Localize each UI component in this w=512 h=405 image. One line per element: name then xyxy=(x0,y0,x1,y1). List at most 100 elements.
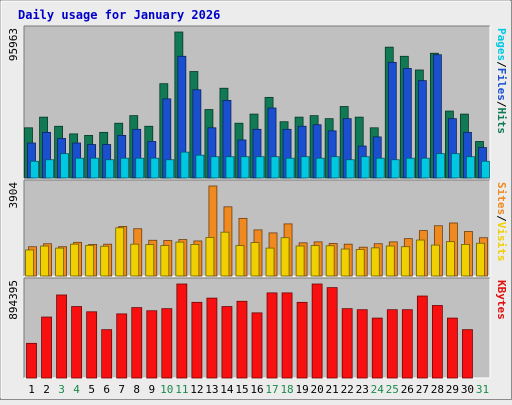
bar-kbytes-kbytes xyxy=(281,292,293,379)
day-label: 17 xyxy=(265,383,278,396)
day-label: 23 xyxy=(356,383,369,396)
bar-hits-pages xyxy=(255,156,265,179)
day-label: 13 xyxy=(205,383,218,396)
day-label: 27 xyxy=(416,383,429,396)
bar-kbytes-kbytes xyxy=(356,309,368,379)
day-label: 5 xyxy=(88,383,95,396)
side-legend-item: / xyxy=(495,61,508,68)
bar-visits-sites xyxy=(370,247,380,277)
bar-kbytes-kbytes xyxy=(341,308,353,379)
side-legend-item: Pages xyxy=(495,28,508,61)
bar-kbytes-kbytes xyxy=(206,297,218,379)
bar-hits-pages xyxy=(105,159,115,179)
bar-visits-sites xyxy=(461,244,470,277)
bar-visits-sites xyxy=(310,245,320,277)
day-label: 7 xyxy=(118,383,125,396)
bar-kbytes-kbytes xyxy=(176,283,188,379)
bar-kbytes-kbytes xyxy=(416,295,428,379)
bar-visits-sites xyxy=(265,247,275,277)
bar-visits-sites xyxy=(175,241,185,277)
day-label: 16 xyxy=(250,383,263,396)
side-legend-hits: Pages/Files/Hits xyxy=(495,28,508,134)
bar-kbytes-kbytes xyxy=(251,312,263,379)
day-label: 15 xyxy=(235,383,248,396)
side-legend-item: Sites xyxy=(495,182,508,215)
bar-hits-pages xyxy=(435,153,445,179)
bar-kbytes-kbytes xyxy=(161,308,173,379)
bar-hits-pages xyxy=(285,157,295,179)
bar-hits-pages xyxy=(165,159,175,179)
day-label: 8 xyxy=(133,383,140,396)
bar-visits-sites xyxy=(190,244,200,277)
side-legend-visits: Sites/Visits xyxy=(495,182,508,262)
bar-visits-sites xyxy=(446,241,455,277)
day-label: 10 xyxy=(160,383,173,396)
bar-hits-pages xyxy=(30,160,39,179)
bar-kbytes-kbytes xyxy=(41,316,52,379)
bar-hits-pages xyxy=(315,157,325,179)
bar-visits-sites xyxy=(115,227,125,277)
bar-hits-pages xyxy=(45,159,54,179)
side-legend-item: KBytes xyxy=(495,280,508,320)
bar-visits-sites xyxy=(220,231,230,277)
bar-kbytes-kbytes xyxy=(101,329,113,379)
bar-kbytes-kbytes xyxy=(131,307,143,379)
bar-kbytes-kbytes xyxy=(236,300,248,379)
day-label: 2 xyxy=(43,383,50,396)
bar-kbytes-kbytes xyxy=(191,301,203,379)
bar-visits-sites xyxy=(205,237,215,277)
bar-kbytes-kbytes xyxy=(116,313,128,379)
bar-visits-sites xyxy=(385,245,395,277)
bar-kbytes-kbytes xyxy=(326,287,338,379)
day-label: 25 xyxy=(386,383,399,396)
day-label: 22 xyxy=(341,383,354,396)
bar-visits-sites xyxy=(100,245,110,277)
bar-hits-pages xyxy=(135,157,145,179)
bar-hits-pages xyxy=(481,160,490,179)
bar-hits-pages xyxy=(270,156,280,179)
bar-visits-sites xyxy=(430,244,440,277)
bar-visits-sites xyxy=(400,246,410,277)
bar-hits-pages xyxy=(60,153,69,179)
bar-kbytes-kbytes xyxy=(266,292,278,379)
bar-kbytes-kbytes xyxy=(401,309,413,379)
bar-kbytes-kbytes xyxy=(26,342,37,379)
day-label: 3 xyxy=(58,383,65,396)
day-label: 4 xyxy=(73,383,80,396)
chart-title: Daily usage for January 2026 xyxy=(18,8,220,22)
day-label: 21 xyxy=(326,383,339,396)
bar-visits-sites xyxy=(85,244,95,277)
max-label-hits: 95963 xyxy=(7,28,20,61)
bar-kbytes-kbytes xyxy=(56,294,67,379)
bar-hits-pages xyxy=(405,157,415,179)
bar-visits-sites xyxy=(355,249,365,277)
day-label: 18 xyxy=(280,383,293,396)
side-legend-item: Hits xyxy=(495,108,508,135)
bar-visits-sites xyxy=(25,249,34,277)
day-label: 12 xyxy=(190,383,203,396)
day-label: 26 xyxy=(401,383,414,396)
bar-kbytes-kbytes xyxy=(447,317,458,379)
max-label-visits: 3904 xyxy=(7,182,20,209)
day-label: 19 xyxy=(295,383,308,396)
bar-kbytes-kbytes xyxy=(296,301,308,379)
side-legend-item: / xyxy=(495,101,508,108)
bar-kbytes-kbytes xyxy=(146,310,158,379)
day-label: 24 xyxy=(371,383,385,396)
bar-hits-pages xyxy=(420,157,430,179)
bar-hits-pages xyxy=(225,156,235,179)
bar-hits-pages xyxy=(120,157,130,179)
bar-kbytes-kbytes xyxy=(311,283,323,379)
day-label: 9 xyxy=(148,383,155,396)
bar-hits-pages xyxy=(466,156,475,179)
side-legend-item: / xyxy=(495,215,508,222)
bar-visits-sites xyxy=(70,243,80,277)
bar-kbytes-kbytes xyxy=(71,306,83,379)
bar-hits-pages xyxy=(330,156,340,179)
day-label: 14 xyxy=(220,383,234,396)
side-legend-item: Visits xyxy=(495,222,508,262)
bar-visits-sites xyxy=(415,239,425,277)
day-label: 29 xyxy=(446,383,459,396)
bar-visits-sites xyxy=(476,242,485,277)
